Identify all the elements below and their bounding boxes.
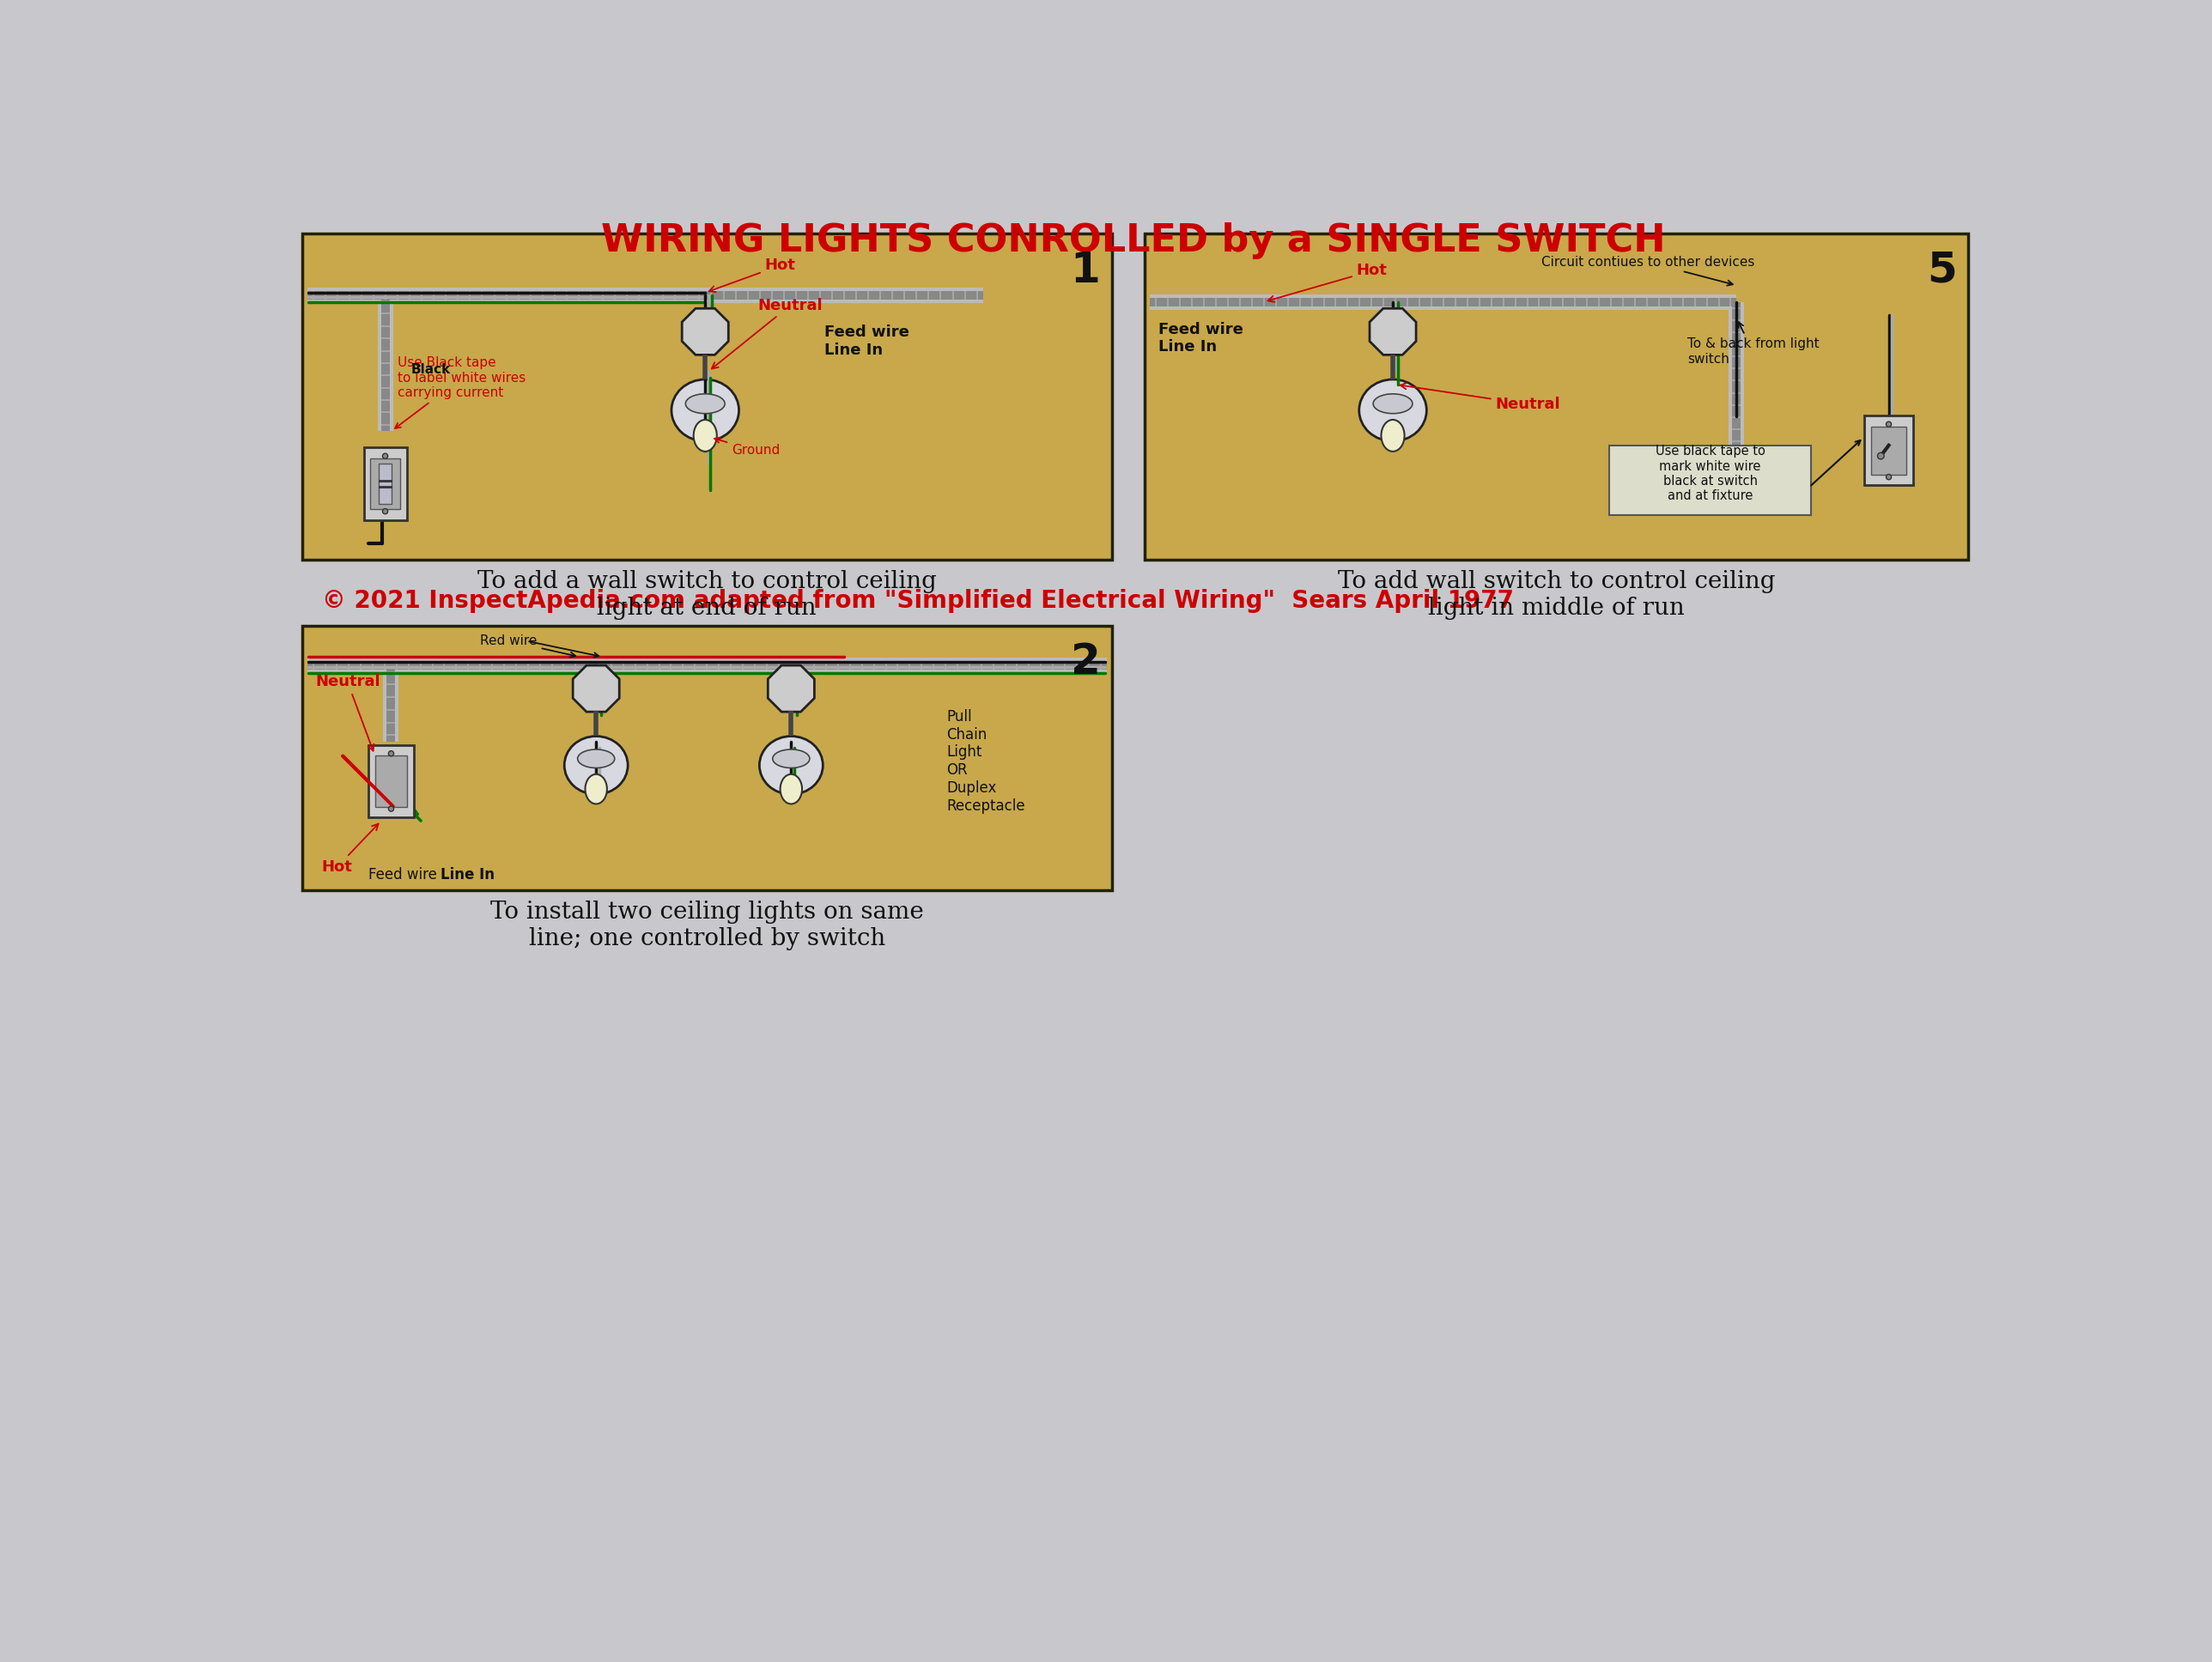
Circle shape (389, 806, 394, 811)
Text: Feed wire: Feed wire (367, 868, 445, 883)
Text: © 2021 InspectApedia.com adapted from "Simplified Electrical Wiring"  Sears Apri: © 2021 InspectApedia.com adapted from "S… (321, 588, 1513, 613)
Ellipse shape (686, 394, 726, 414)
Ellipse shape (695, 420, 717, 452)
Text: Use black tape to
mark white wire
black at switch
and at fixture: Use black tape to mark white wire black … (1655, 445, 1765, 502)
Text: Hot: Hot (1267, 263, 1387, 302)
Polygon shape (1369, 309, 1416, 356)
Circle shape (1887, 474, 1891, 480)
Text: Neutral: Neutral (1400, 382, 1559, 412)
Text: Use Black tape
to label white wires
carrying current: Use Black tape to label white wires carr… (396, 357, 526, 429)
Ellipse shape (781, 774, 803, 804)
Polygon shape (681, 309, 728, 356)
Bar (1146, 234, 1969, 560)
Text: Hot: Hot (321, 824, 378, 874)
Text: Neutral: Neutral (712, 297, 823, 369)
Text: To add wall switch to control ceiling
light in middle of run: To add wall switch to control ceiling li… (1338, 570, 1776, 620)
Bar (378, 464, 392, 504)
Ellipse shape (1380, 420, 1405, 452)
Ellipse shape (586, 774, 606, 804)
Bar (367, 745, 414, 818)
Text: Circuit contiues to other devices: Circuit contiues to other devices (1542, 256, 1754, 286)
Polygon shape (573, 665, 619, 711)
Text: Feed wire
Line In: Feed wire Line In (1159, 322, 1243, 356)
Text: Black: Black (411, 362, 451, 376)
Bar (301, 627, 1113, 891)
Ellipse shape (564, 736, 628, 794)
FancyBboxPatch shape (1608, 445, 1812, 515)
Text: Feed wire
Line In: Feed wire Line In (825, 324, 909, 359)
Ellipse shape (1358, 379, 1427, 440)
Bar (1871, 427, 1907, 475)
Bar (374, 756, 407, 806)
Bar (301, 234, 1113, 560)
Circle shape (383, 509, 387, 514)
Text: WIRING LIGHTS CONROLLED by a SINGLE SWITCH: WIRING LIGHTS CONROLLED by a SINGLE SWIT… (602, 223, 1666, 259)
Text: To install two ceiling lights on same
line; one controlled by switch: To install two ceiling lights on same li… (491, 901, 925, 951)
Polygon shape (768, 665, 814, 711)
Text: To & back from light
switch: To & back from light switch (1688, 322, 1818, 366)
Ellipse shape (672, 379, 739, 440)
Text: Hot: Hot (710, 258, 796, 293)
Circle shape (1878, 452, 1885, 459)
Text: Red wire: Red wire (480, 635, 575, 658)
Ellipse shape (759, 736, 823, 794)
Ellipse shape (772, 750, 810, 768)
Text: 1: 1 (1071, 249, 1099, 291)
Text: To add a wall switch to control ceiling
light at end of run: To add a wall switch to control ceiling … (478, 570, 936, 620)
Bar (363, 447, 407, 520)
Text: Pull
Chain
Light
OR
Duplex
Receptacle: Pull Chain Light OR Duplex Receptacle (947, 710, 1024, 814)
Text: 5: 5 (1927, 249, 1958, 291)
Circle shape (383, 454, 387, 459)
Circle shape (389, 751, 394, 756)
Text: Line In: Line In (440, 868, 495, 883)
Ellipse shape (1374, 394, 1413, 414)
Text: Neutral: Neutral (314, 675, 380, 751)
Text: 2: 2 (1071, 642, 1099, 683)
Text: Ground: Ground (714, 437, 781, 457)
Circle shape (1887, 422, 1891, 427)
Bar (369, 459, 400, 509)
Bar (1865, 416, 1913, 485)
Ellipse shape (577, 750, 615, 768)
